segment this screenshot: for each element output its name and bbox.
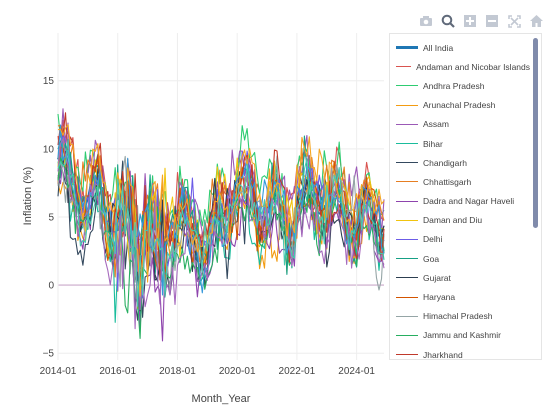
zoom-icon[interactable] [437, 12, 459, 30]
legend-list: All India Andaman and Nicobar Islands Andh… [390, 38, 530, 360]
legend-item[interactable]: Himachal Pradesh [390, 307, 530, 326]
legend-item[interactable]: Jammu and Kashmir [390, 326, 530, 345]
x-tick-label: 2022-01 [279, 366, 316, 377]
series-line[interactable] [57, 113, 385, 241]
legend-label: Andhra Pradesh [423, 80, 485, 91]
legend-item[interactable]: Assam [390, 115, 530, 134]
legend-item[interactable]: Arunachal Pradesh [390, 96, 530, 115]
y-tick-label: 5 [48, 212, 54, 223]
legend: All India Andaman and Nicobar Islands Andh… [389, 33, 542, 360]
legend-swatch [396, 277, 418, 279]
legend-item[interactable]: Dadra and Nagar Haveli [390, 192, 530, 211]
y-axis-label: Inflation (%) [22, 167, 34, 226]
legend-swatch [396, 181, 418, 183]
x-tick-label: 2024-01 [338, 366, 375, 377]
legend-swatch [396, 46, 418, 50]
legend-swatch [396, 123, 418, 125]
series-lines [57, 108, 385, 342]
legend-label: Bihar [423, 138, 443, 149]
legend-swatch [396, 143, 418, 145]
legend-item[interactable]: Haryana [390, 287, 530, 306]
x-tick-label: 2016-01 [99, 366, 136, 377]
modebar [415, 12, 547, 30]
x-tick-labels: 2014-01 2016-01 2018-01 2020-01 2022-01 2024-… [40, 366, 376, 377]
series-line[interactable] [57, 124, 385, 297]
y-tick-label: −5 [43, 349, 55, 360]
legend-label: Daman and Diu [423, 215, 483, 226]
legend-label: Jammu and Kashmir [423, 330, 501, 341]
camera-icon[interactable] [415, 12, 437, 30]
legend-swatch [396, 238, 418, 240]
legend-item[interactable]: Gujarat [390, 268, 530, 287]
y-tick-labels: −5 0 5 10 15 [43, 76, 55, 360]
legend-swatch [396, 104, 418, 106]
series-line[interactable] [57, 138, 385, 307]
zoom-out-icon[interactable] [481, 12, 503, 30]
legend-swatch [396, 315, 418, 317]
legend-label: All India [423, 42, 454, 53]
y-tick-label: 0 [48, 281, 54, 292]
legend-swatch [396, 200, 418, 202]
legend-swatch [396, 354, 418, 356]
legend-label: Haryana [423, 292, 456, 303]
legend-item[interactable]: Chhattisgarh [390, 172, 530, 191]
legend-item[interactable]: Goa [390, 249, 530, 268]
legend-swatch [396, 66, 412, 68]
legend-label: Jharkhand [423, 349, 463, 360]
legend-label: Chandigarh [423, 157, 467, 168]
legend-label: Gujarat [423, 272, 451, 283]
y-tick-label: 15 [43, 76, 55, 87]
zoom-in-icon[interactable] [459, 12, 481, 30]
legend-label: Chhattisgarh [423, 176, 472, 187]
legend-label: Delhi [423, 234, 443, 245]
legend-swatch [396, 85, 418, 87]
legend-swatch [396, 162, 418, 164]
series-line[interactable] [57, 138, 385, 330]
legend-item[interactable]: Daman and Diu [390, 211, 530, 230]
legend-item[interactable]: Chandigarh [390, 153, 530, 172]
legend-item[interactable]: Andaman and Nicobar Islands [390, 57, 530, 76]
legend-label: Andaman and Nicobar Islands [416, 61, 530, 72]
x-tick-label: 2020-01 [219, 366, 256, 377]
x-axis-label: Month_Year [192, 393, 251, 405]
legend-label: Himachal Pradesh [423, 311, 493, 322]
legend-swatch [396, 219, 418, 221]
legend-item[interactable]: Delhi [390, 230, 530, 249]
y-tick-label: 10 [43, 144, 55, 155]
x-tick-label: 2014-01 [40, 366, 77, 377]
series-line[interactable] [57, 157, 385, 339]
legend-swatch [396, 334, 418, 336]
legend-label: Assam [423, 119, 449, 130]
legend-item[interactable]: Andhra Pradesh [390, 76, 530, 95]
series-line[interactable] [57, 124, 385, 296]
home-icon[interactable] [525, 12, 547, 30]
legend-label: Goa [423, 253, 440, 264]
legend-label: Arunachal Pradesh [423, 100, 496, 111]
legend-scrollbar[interactable] [533, 38, 538, 228]
legend-swatch [396, 258, 418, 260]
autoscale-icon[interactable] [503, 12, 525, 30]
legend-item[interactable]: All India [390, 38, 530, 57]
legend-item[interactable]: Jharkhand [390, 345, 530, 360]
legend-swatch [396, 296, 418, 298]
legend-label: Dadra and Nagar Haveli [423, 196, 515, 207]
x-tick-label: 2018-01 [159, 366, 196, 377]
legend-item[interactable]: Bihar [390, 134, 530, 153]
